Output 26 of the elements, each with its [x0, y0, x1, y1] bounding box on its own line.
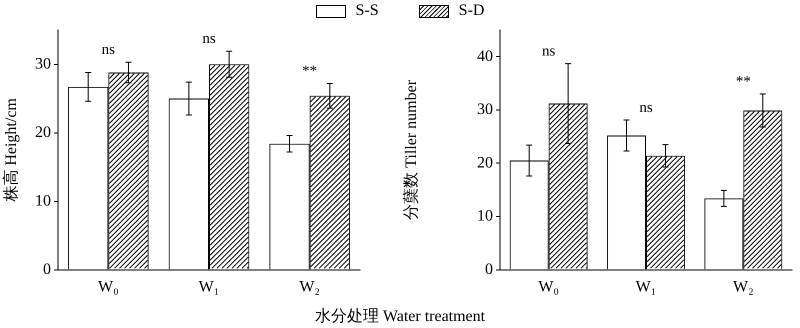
annotation: **	[736, 74, 751, 90]
y-tick-label: 30	[35, 55, 51, 72]
annotation: ns	[639, 100, 653, 116]
y-tick-label: 40	[477, 48, 493, 65]
annotation: ns	[202, 31, 216, 48]
annotation: ns	[542, 44, 556, 60]
x-tick-label: W₁	[636, 278, 656, 296]
y-tick-label: 10	[477, 208, 493, 225]
annotation: **	[302, 63, 318, 80]
y-tick-label: 10	[35, 192, 51, 210]
x-tick-label: W₀	[98, 278, 119, 296]
x-tick-label: W₂	[299, 278, 320, 296]
y-axis-title: 株高 Height/cm	[2, 98, 20, 203]
y-tick-label: 0	[43, 261, 51, 278]
y-tick-label: 20	[477, 154, 493, 172]
x-tick-label: W₂	[732, 278, 754, 296]
x-tick-label: W₁	[198, 278, 220, 296]
y-tick-label: 20	[35, 124, 51, 141]
legend-label: S-S	[356, 2, 379, 20]
annotation: ns	[102, 42, 116, 58]
y-axis-title: 分蘖数 Tiller number	[402, 79, 420, 220]
x-tick-label: W₀	[538, 278, 560, 296]
y-tick-label: 0	[485, 261, 493, 278]
x-axis-title: 水分处理 Water treatment	[314, 306, 486, 327]
legend-label: S-D	[458, 2, 484, 20]
y-tick-label: 30	[477, 101, 493, 118]
